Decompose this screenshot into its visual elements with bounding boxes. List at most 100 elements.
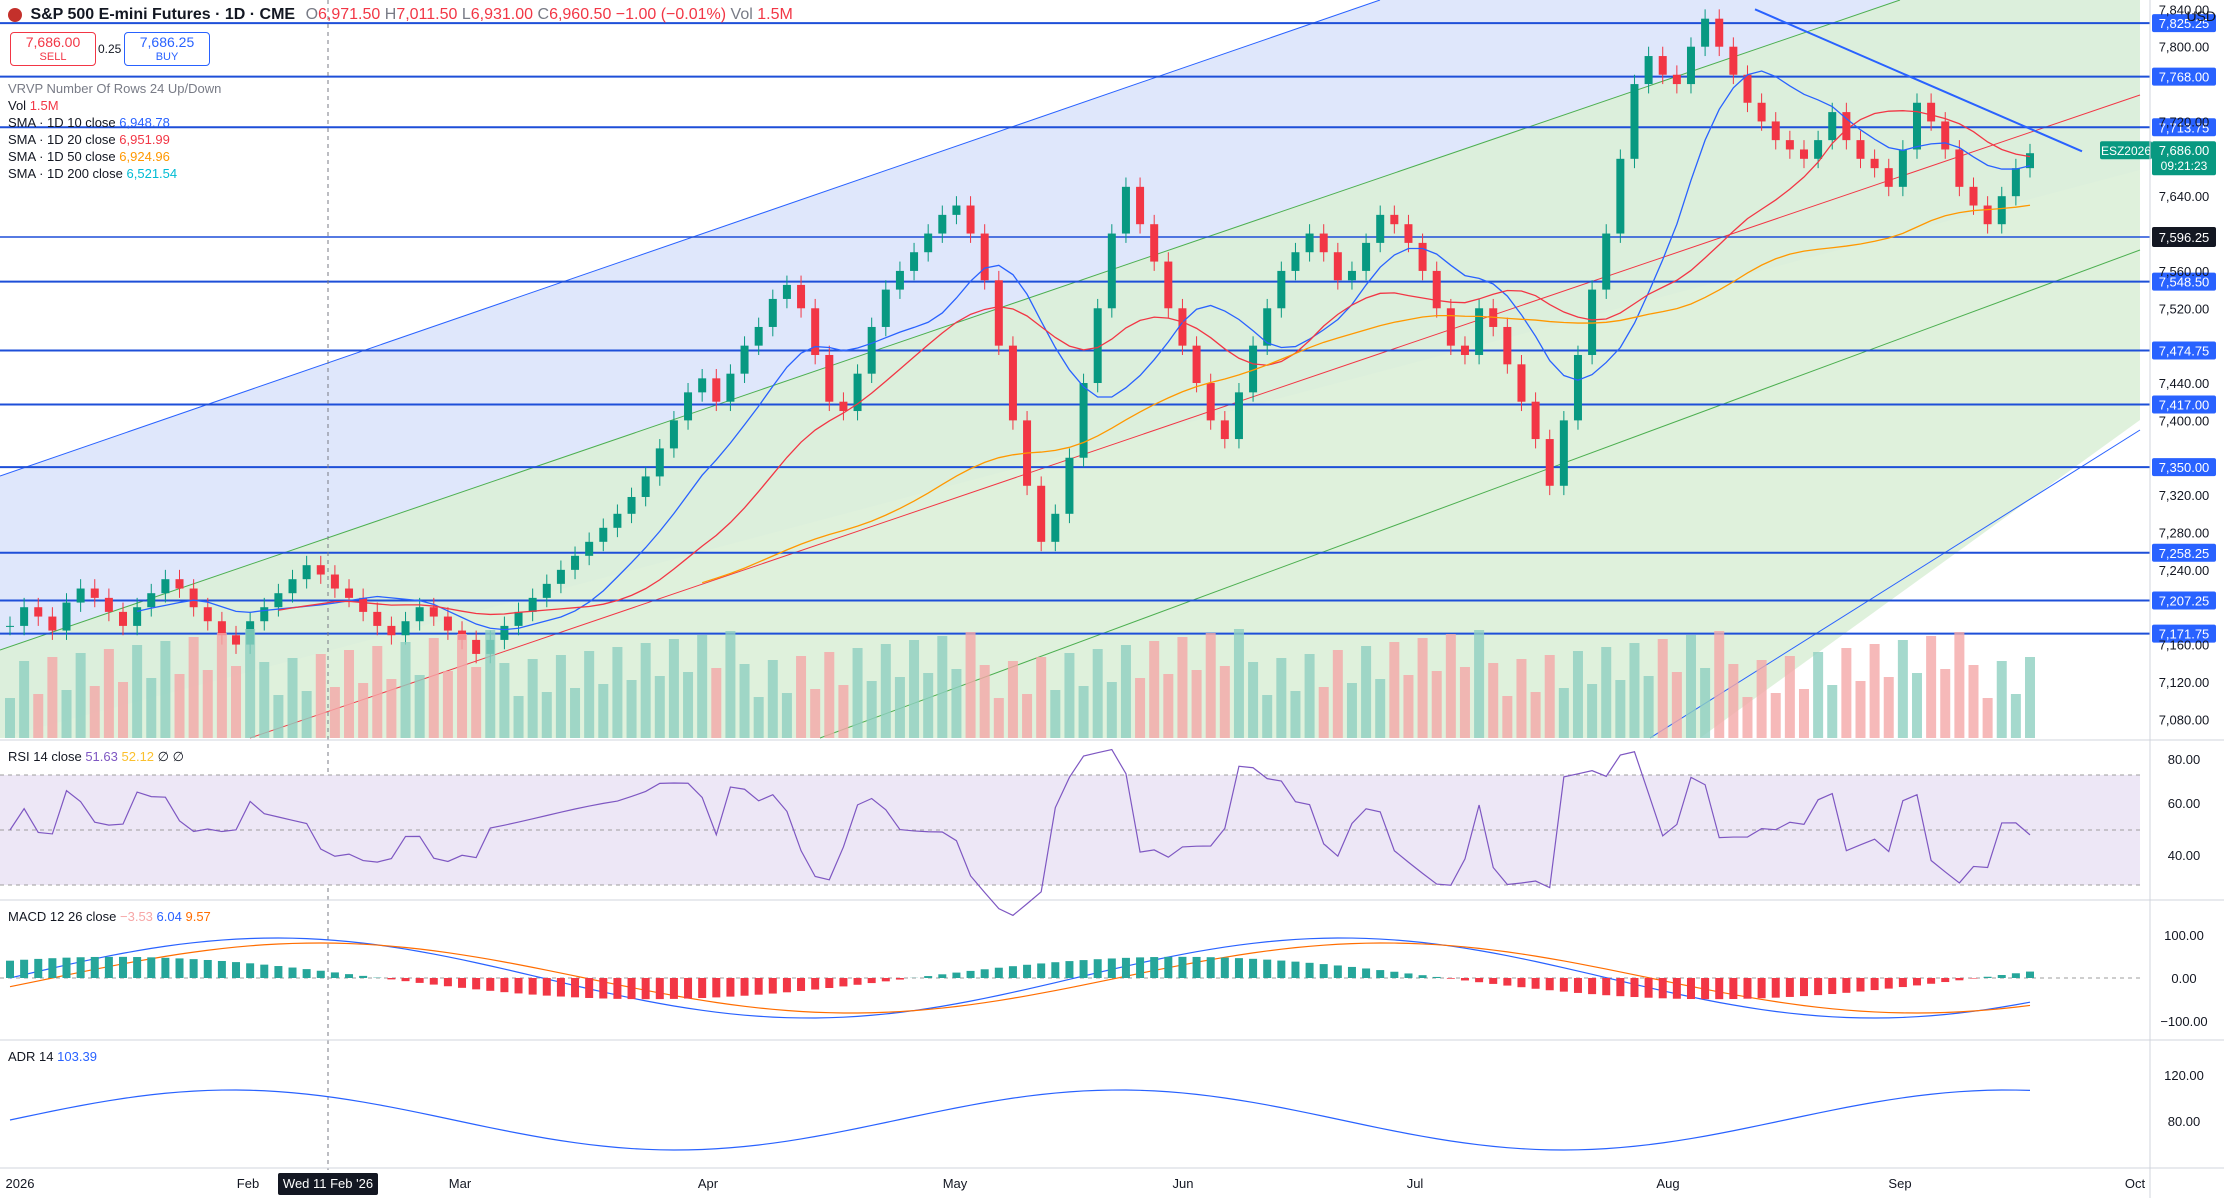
volume-bar bbox=[711, 668, 722, 738]
volume-bar bbox=[1770, 693, 1781, 738]
volume-bar bbox=[485, 630, 496, 738]
macd-hist-bar bbox=[330, 972, 339, 978]
macd-hist-bar bbox=[1771, 978, 1780, 998]
macd-hist-bar bbox=[1249, 958, 1258, 978]
x-tick-label: Oct bbox=[2125, 1176, 2146, 1191]
macd-hist-bar bbox=[1432, 976, 1441, 978]
candle-body bbox=[119, 611, 128, 626]
candle-body bbox=[232, 635, 241, 645]
volume-bar bbox=[1982, 698, 1993, 738]
candle-body bbox=[514, 611, 523, 626]
crosshair-date-tag bbox=[278, 1173, 378, 1195]
volume-bar bbox=[471, 667, 482, 738]
price-tick-label: 7,800.00 bbox=[2159, 40, 2210, 55]
macd-hist-bar bbox=[514, 978, 523, 994]
volume-bar bbox=[626, 680, 637, 738]
macd-hist-bar bbox=[6, 960, 14, 978]
x-tick-label: Feb bbox=[237, 1176, 259, 1191]
macd-hist-bar bbox=[1983, 976, 1992, 978]
macd-tick-label: 0.00 bbox=[2171, 971, 2196, 986]
candle-body bbox=[486, 639, 495, 654]
volume-bar bbox=[1572, 651, 1583, 738]
volume-bar bbox=[1361, 646, 1372, 738]
macd-hist-bar bbox=[104, 956, 113, 978]
macd-hist-bar bbox=[712, 978, 721, 998]
macd-hist-bar bbox=[415, 978, 424, 983]
macd-hist-bar bbox=[1545, 978, 1554, 991]
volume-bar bbox=[1488, 663, 1499, 738]
symbol-title[interactable]: S&P 500 E-mini Futures · 1D · CME bbox=[30, 6, 296, 23]
candle-body bbox=[1107, 233, 1116, 309]
volume-bar bbox=[1233, 629, 1244, 738]
volume-bar bbox=[683, 672, 694, 738]
candle-body bbox=[797, 284, 806, 309]
candle-body bbox=[556, 569, 565, 584]
macd-hist-bar bbox=[599, 978, 608, 999]
volume-bar bbox=[979, 665, 990, 738]
volume-bar bbox=[132, 645, 143, 738]
volume-bar bbox=[1205, 633, 1216, 738]
candle-body bbox=[2026, 153, 2034, 169]
buy-button[interactable]: 7,686.25 BUY bbox=[124, 32, 210, 66]
vrvp-label[interactable]: VRVP Number Of Rows 24 Up/Down bbox=[8, 81, 222, 96]
candle-body bbox=[316, 565, 325, 575]
candle-body bbox=[867, 326, 876, 374]
candle-body bbox=[1347, 270, 1356, 281]
volume-bar bbox=[358, 683, 369, 738]
candle-body bbox=[1008, 345, 1017, 421]
currency-label[interactable]: USD bbox=[2186, 8, 2216, 24]
macd-hist-bar bbox=[966, 970, 975, 978]
macd-hist-bar bbox=[1701, 978, 1710, 1000]
volume-bar bbox=[1530, 692, 1541, 738]
macd-tick-label: 100.00 bbox=[2164, 928, 2204, 943]
macd-hist-bar bbox=[811, 978, 820, 990]
vol-legend[interactable]: Vol 1.5M bbox=[8, 98, 59, 113]
volume-bar bbox=[216, 633, 227, 738]
exchange-logo-icon[interactable] bbox=[8, 7, 22, 22]
macd-hist-bar bbox=[472, 978, 481, 990]
candle-body bbox=[1545, 439, 1554, 486]
adr-legend[interactable]: ADR 14 103.39 bbox=[8, 1049, 97, 1064]
level-label: 7,207.25 bbox=[2159, 593, 2210, 608]
candle-body bbox=[260, 607, 269, 622]
macd-hist-bar bbox=[1192, 956, 1201, 978]
macd-hist-bar bbox=[1743, 978, 1752, 999]
candle-body bbox=[1037, 485, 1046, 542]
volume-bar bbox=[287, 658, 298, 738]
buy-price: 7,686.25 bbox=[139, 34, 195, 50]
sell-button[interactable]: 7,686.00 SELL bbox=[10, 32, 96, 66]
volume-bar bbox=[75, 653, 86, 738]
macd-hist-bar bbox=[782, 978, 791, 993]
candle-body bbox=[1870, 158, 1879, 169]
volume-bar bbox=[428, 638, 439, 738]
sma50-legend[interactable]: SMA · 1D 50 close 6,924.96 bbox=[8, 149, 170, 164]
volume-bar bbox=[866, 681, 877, 738]
macd-hist-bar bbox=[1206, 957, 1215, 978]
macd-hist-bar bbox=[938, 974, 947, 978]
rsi-tick-label: 80.00 bbox=[2168, 752, 2201, 767]
macd-hist-bar bbox=[1785, 978, 1794, 997]
sell-label: SELL bbox=[39, 51, 67, 63]
sma10-legend[interactable]: SMA · 1D 10 close 6,948.78 bbox=[8, 115, 170, 130]
candle-body bbox=[1079, 383, 1088, 458]
sma20-legend[interactable]: SMA · 1D 20 close 6,951.99 bbox=[8, 132, 170, 147]
macd-hist-bar bbox=[1658, 978, 1667, 999]
last-price-label: 7,686.00 bbox=[2159, 143, 2210, 158]
volume-bar bbox=[1615, 680, 1626, 738]
candle-body bbox=[1842, 112, 1851, 141]
candle-body bbox=[1093, 308, 1102, 384]
macd-legend[interactable]: MACD 12 26 close −3.53 6.04 9.57 bbox=[8, 909, 211, 924]
channel-lower-line bbox=[819, 249, 2141, 739]
sma200-legend[interactable]: SMA · 1D 200 close 6,521.54 bbox=[8, 166, 178, 181]
candle-body bbox=[1828, 112, 1837, 141]
macd-hist-bar bbox=[147, 957, 156, 978]
macd-hist-bar bbox=[316, 970, 325, 978]
candle-body bbox=[1291, 252, 1300, 271]
macd-hist-bar bbox=[924, 976, 933, 978]
rsi-legend[interactable]: RSI 14 close 51.63 52.12 ∅ ∅ bbox=[8, 749, 184, 764]
candle-body bbox=[1065, 457, 1074, 514]
x-tick-label: 2026 bbox=[6, 1176, 35, 1191]
volume-bar bbox=[1304, 654, 1315, 738]
macd-hist-bar bbox=[1630, 978, 1639, 998]
